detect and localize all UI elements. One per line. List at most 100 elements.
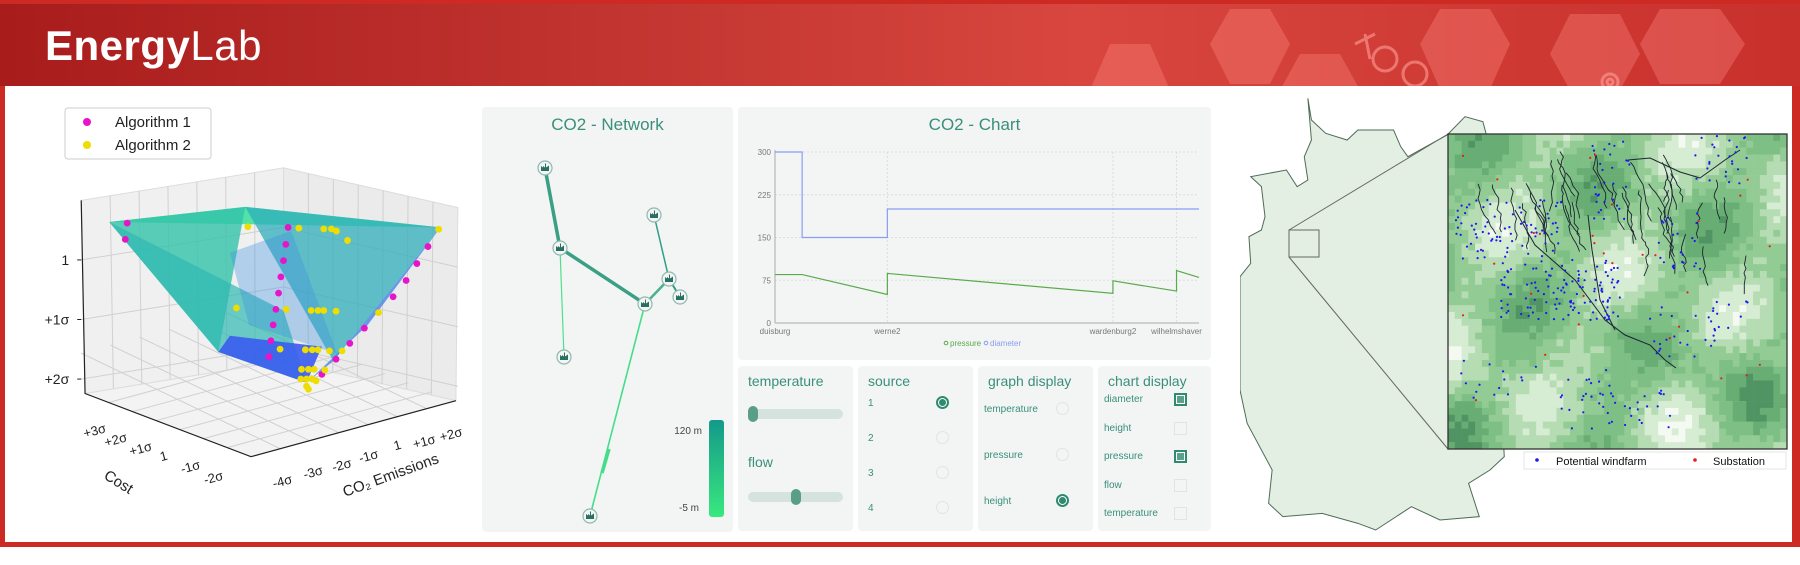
factory-node-icon[interactable] bbox=[582, 508, 598, 524]
windfarm-point bbox=[1577, 277, 1580, 280]
grid-connection-line bbox=[1595, 154, 1615, 205]
windfarm-point bbox=[1716, 312, 1719, 315]
windfarm-point bbox=[1575, 292, 1578, 296]
legend-marker-algorithm-1 bbox=[83, 118, 91, 126]
pipeline-edge bbox=[559, 246, 646, 306]
windfarm-point bbox=[1664, 219, 1668, 222]
pipeline-edge bbox=[589, 303, 646, 517]
z-tick-label: +1σ bbox=[45, 311, 70, 327]
windfarm-point bbox=[1600, 287, 1603, 290]
windfarm-point bbox=[1672, 264, 1675, 267]
windfarm-point bbox=[1475, 236, 1478, 239]
grid-connection-line bbox=[1627, 149, 1741, 179]
factory-node-icon[interactable] bbox=[552, 240, 568, 256]
factory-node-icon[interactable] bbox=[646, 207, 662, 223]
grid-line bbox=[80, 352, 281, 450]
grid-connection-line bbox=[1611, 184, 1625, 231]
windfarm-point bbox=[1662, 261, 1665, 264]
windfarm-point bbox=[1456, 216, 1460, 219]
windfarm-point bbox=[1470, 224, 1473, 227]
windfarm-point bbox=[1617, 279, 1620, 283]
windfarm-point bbox=[1493, 215, 1496, 218]
factory-node-icon[interactable] bbox=[537, 160, 553, 176]
substation-point bbox=[1678, 325, 1681, 328]
grid-connection-line bbox=[1559, 151, 1576, 197]
grid-connection-line bbox=[1663, 172, 1669, 202]
windfarm-point bbox=[1708, 162, 1711, 165]
factory-node-icon[interactable] bbox=[637, 296, 653, 312]
windfarm-point bbox=[1535, 231, 1538, 234]
algorithm-1-point bbox=[413, 260, 421, 267]
pareto-3d-plot: 1+1σ+2σ+3σ+2σ+1σ 1-1σ-2σ -4σ -3σ -2σ -1σ1 +1σ +… bbox=[45, 107, 464, 501]
source-radio-1[interactable] bbox=[936, 396, 949, 409]
substation-point bbox=[1530, 292, 1533, 295]
algorithm-1-point bbox=[272, 305, 280, 313]
network-graph[interactable]: 120 m -5 m bbox=[482, 107, 733, 532]
windfarm-point bbox=[1746, 301, 1749, 304]
windfarm-point bbox=[1556, 201, 1559, 204]
temperature-slider[interactable] bbox=[748, 406, 843, 422]
windfarm-point bbox=[1520, 211, 1523, 214]
windfarm-point bbox=[1713, 329, 1717, 332]
windfarm-point bbox=[1603, 316, 1606, 319]
chart-display-checkbox-pressure[interactable] bbox=[1174, 450, 1187, 463]
windfarm-point bbox=[1653, 340, 1656, 343]
windfarm-point bbox=[1531, 311, 1534, 314]
windfarm-point bbox=[1659, 256, 1662, 259]
windfarm-point bbox=[1551, 222, 1554, 225]
algorithm-1-point bbox=[346, 339, 354, 347]
windfarm-point bbox=[1717, 325, 1720, 329]
y-tick-label: -3σ bbox=[302, 462, 325, 482]
windfarm-point bbox=[1681, 253, 1684, 256]
pressure-legend-marker bbox=[943, 340, 949, 346]
grid-connection-line bbox=[1663, 189, 1670, 234]
windfarm-point bbox=[1724, 170, 1727, 173]
graph-display-radio-temperature[interactable] bbox=[1056, 402, 1069, 415]
windfarm-point bbox=[1636, 408, 1639, 411]
windfarm-point bbox=[1544, 242, 1547, 245]
graph-display-radio-pressure[interactable] bbox=[1056, 448, 1069, 461]
chart-display-checkbox-temperature[interactable] bbox=[1174, 507, 1187, 520]
source-radio-3[interactable] bbox=[936, 466, 949, 479]
graph-display-radio-height[interactable] bbox=[1056, 494, 1069, 507]
temperature-slider-thumb[interactable] bbox=[748, 406, 758, 422]
source-radio-2[interactable] bbox=[936, 431, 949, 444]
windfarm-point bbox=[1695, 221, 1698, 225]
source-title: source bbox=[868, 373, 911, 389]
grid-connection-line bbox=[1657, 207, 1675, 257]
windfarm-point bbox=[1590, 427, 1593, 430]
factory-node-icon[interactable] bbox=[556, 349, 572, 365]
windfarm-point bbox=[1660, 389, 1663, 392]
factory-node-icon[interactable] bbox=[661, 271, 677, 287]
y-tick-label: +2σ bbox=[438, 424, 464, 444]
chart-display-checkbox-flow[interactable] bbox=[1174, 478, 1187, 492]
windfarm-point bbox=[1462, 359, 1465, 362]
windfarm-point bbox=[1618, 296, 1621, 299]
y-tick-label: -2σ bbox=[330, 455, 353, 475]
windfarm-map[interactable]: Potential windfarm Substation bbox=[1240, 88, 1792, 541]
flow-slider[interactable] bbox=[748, 489, 843, 505]
algorithm-2-point bbox=[320, 307, 328, 314]
windfarm-point bbox=[1724, 175, 1727, 178]
algorithm-2-point bbox=[314, 307, 322, 314]
pipeline-edge bbox=[653, 214, 670, 280]
grid-line bbox=[203, 382, 409, 440]
windfarm-point bbox=[1520, 312, 1523, 316]
algorithm-2-point bbox=[375, 309, 382, 317]
windfarm-point bbox=[1554, 221, 1557, 224]
chart-display-checkbox-height[interactable] bbox=[1174, 421, 1187, 435]
windfarm-point bbox=[1588, 378, 1591, 381]
windfarm-point bbox=[1601, 393, 1604, 396]
grid-line bbox=[156, 364, 362, 422]
factory-node-icon[interactable] bbox=[672, 289, 688, 305]
windfarm-point bbox=[1524, 297, 1527, 300]
windfarm-point bbox=[1503, 276, 1506, 279]
chart-display-checkbox-diameter[interactable] bbox=[1174, 393, 1187, 406]
flow-slider-thumb[interactable] bbox=[790, 489, 801, 505]
windfarm-point bbox=[1474, 222, 1478, 225]
windfarm-point bbox=[1595, 317, 1598, 320]
windfarm-point bbox=[1693, 265, 1696, 268]
windfarm-point bbox=[1693, 355, 1696, 358]
source-radio-4[interactable] bbox=[936, 501, 949, 514]
windfarm-point bbox=[1509, 268, 1513, 271]
